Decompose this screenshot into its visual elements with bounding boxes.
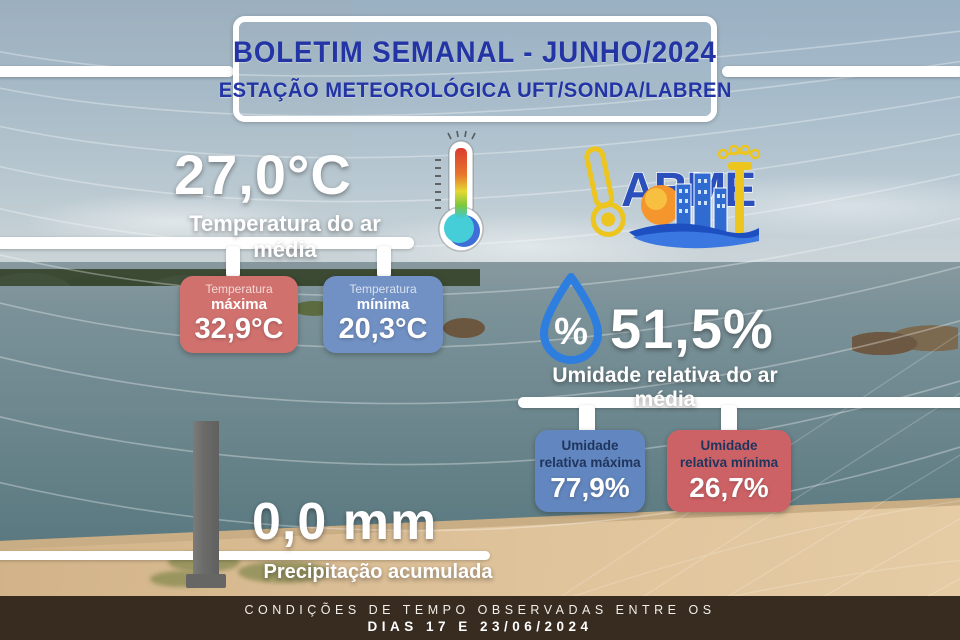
thermometer-icon (435, 130, 484, 252)
precipitation-label: Precipitação acumulada (263, 561, 493, 583)
humidity-connector-line (518, 397, 960, 408)
humidity-min-label-1: Umidade (700, 438, 758, 454)
temperature-min-card: Temperatura mínima 20,3°C (323, 276, 443, 353)
temperature-max-value: 32,9°C (194, 313, 284, 346)
humidity-min-value: 26,7% (689, 471, 769, 503)
precipitation-value: 0,0 mm (252, 493, 438, 551)
humidity-average-value: 51,5% (610, 297, 774, 360)
bulletin-title: BOLETIM SEMANAL - JUNHO/2024 (233, 35, 717, 69)
precipitation-rule (0, 551, 490, 560)
header-rule-right (722, 66, 960, 77)
rocks (443, 318, 485, 338)
logo-anemometer-icon (717, 144, 761, 234)
rocks (852, 320, 958, 358)
temperature-min-value: 20,3°C (338, 313, 428, 346)
humidity-min-card: Umidade relativa mínima 26,7% (667, 430, 791, 512)
humidity-max-label-1: Umidade (561, 438, 619, 454)
rain-gauge-icon (193, 421, 219, 579)
logo-thermometer-icon (584, 146, 626, 237)
station-subtitle: ESTAÇÃO METEOROLÓGICA UFT/SONDA/LABREN (218, 78, 732, 102)
temperature-min-connector (377, 246, 391, 278)
humidity-max-label-2: relativa máxima (539, 454, 641, 470)
temperature-max-connector (226, 246, 240, 278)
footer-conditions-text: CONDIÇÕES DE TEMPO OBSERVADAS ENTRE OS (244, 602, 716, 617)
temperature-min-label-2: mínima (356, 296, 410, 314)
temperature-min-label-1: Temperatura (349, 281, 417, 296)
humidity-min-connector (721, 405, 737, 438)
temperature-max-label-2: máxima (211, 296, 267, 314)
rain-gauge-base (186, 574, 226, 588)
logo-letter-t (735, 162, 744, 234)
temperature-max-label-1: Temperatura (205, 281, 273, 296)
droplet-percent-symbol: % (554, 311, 588, 353)
temperature-average-label: Temperatura do ar média (189, 211, 381, 262)
footer-date-range: DIAS 17 E 23/06/2024 (367, 618, 593, 634)
humidity-max-value: 77,9% (550, 471, 630, 503)
humidity-max-card: Umidade relativa máxima 77,9% (535, 430, 645, 512)
humidity-min-label-2: relativa mínima (679, 454, 779, 470)
footer-bar: CONDIÇÕES DE TEMPO OBSERVADAS ENTRE OS D… (0, 596, 960, 640)
grass-tuft (238, 561, 330, 583)
droplet-icon: % (540, 273, 602, 364)
temperature-average-value: 27,0°C (174, 143, 352, 206)
humidity-max-connector (579, 405, 595, 438)
humidity-average-label: Umidade relativa do ar média (552, 364, 778, 411)
abmet-logo: ABME (584, 144, 761, 249)
temperature-connector-line (0, 237, 414, 249)
temperature-max-card: Temperatura máxima 32,9°C (180, 276, 298, 353)
title-box: BOLETIM SEMANAL - JUNHO/2024 ESTAÇÃO MET… (218, 16, 731, 122)
logo-wave-icon (629, 223, 759, 249)
header-rule-left (0, 66, 234, 77)
